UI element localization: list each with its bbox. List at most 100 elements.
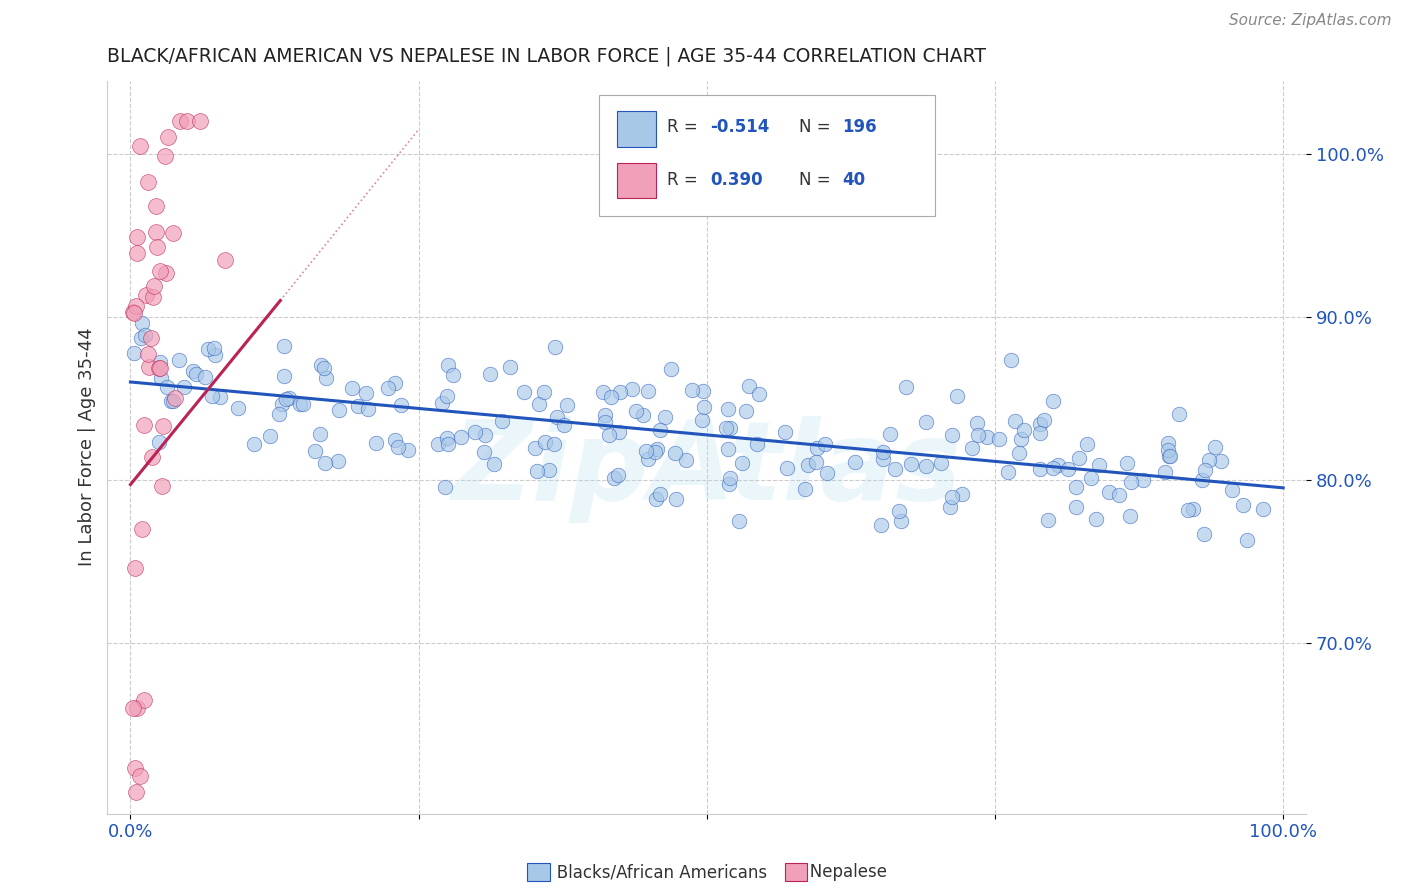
Point: [546, 409, 568, 424]
Point: [593, 408, 616, 422]
Point: [1177, 503, 1199, 517]
Point: [879, 427, 901, 442]
Point: [1154, 465, 1177, 479]
Point: [150, 478, 173, 492]
Point: [513, 385, 536, 400]
Point: [346, 399, 368, 413]
Point: [153, 149, 176, 163]
Point: [384, 433, 406, 447]
Point: [208, 390, 231, 404]
Point: [134, 418, 156, 433]
Point: [127, 700, 149, 714]
Point: [315, 371, 337, 385]
Point: [157, 129, 180, 144]
Point: [966, 417, 988, 431]
Point: [314, 361, 336, 376]
Point: [259, 429, 281, 443]
Point: [1080, 471, 1102, 485]
Point: [474, 428, 496, 442]
Point: [450, 430, 472, 444]
Point: [976, 430, 998, 444]
Point: [1064, 500, 1087, 514]
Point: [141, 450, 163, 464]
Point: [124, 346, 146, 360]
Point: [131, 316, 153, 330]
Point: [796, 458, 818, 473]
Point: [603, 471, 626, 485]
Point: [1010, 432, 1032, 446]
Point: [872, 444, 894, 458]
Point: [1157, 443, 1180, 458]
Point: [650, 487, 672, 501]
Point: [890, 514, 912, 528]
Point: [533, 385, 555, 400]
Point: [357, 401, 380, 416]
Point: [1008, 446, 1031, 460]
Point: [304, 443, 326, 458]
Point: [1033, 413, 1056, 427]
Point: [138, 347, 160, 361]
Point: [815, 467, 838, 481]
Point: [437, 436, 460, 450]
Point: [162, 226, 184, 240]
Point: [738, 379, 761, 393]
Point: [267, 407, 290, 421]
Point: [204, 348, 226, 362]
Point: [160, 394, 183, 409]
Point: [883, 462, 905, 476]
Point: [647, 442, 669, 457]
Point: [997, 465, 1019, 479]
Point: [396, 443, 419, 458]
Point: [491, 414, 513, 428]
Text: R =: R =: [668, 118, 703, 136]
Point: [152, 419, 174, 434]
Point: [1067, 450, 1090, 465]
FancyBboxPatch shape: [599, 95, 935, 216]
Point: [354, 385, 377, 400]
Point: [966, 428, 988, 442]
Point: [181, 364, 204, 378]
Point: [747, 437, 769, 451]
Point: [162, 394, 184, 409]
Point: [1157, 435, 1180, 450]
Point: [149, 263, 172, 277]
Point: [1064, 480, 1087, 494]
Point: [748, 386, 770, 401]
Point: [134, 328, 156, 343]
Point: [464, 425, 486, 440]
Point: [1029, 426, 1052, 441]
Point: [131, 522, 153, 536]
Point: [128, 769, 150, 783]
Text: 0.390: 0.390: [710, 170, 763, 188]
Text: Nepalese: Nepalese: [794, 863, 887, 881]
Point: [690, 413, 713, 427]
Point: [681, 383, 703, 397]
Point: [1098, 485, 1121, 500]
Point: [735, 404, 758, 418]
Point: [135, 288, 157, 302]
Point: [776, 461, 799, 475]
Point: [309, 358, 332, 372]
Point: [125, 785, 148, 799]
Text: N =: N =: [799, 118, 837, 136]
Point: [1191, 473, 1213, 487]
Point: [607, 425, 630, 440]
Point: [717, 401, 740, 416]
Point: [328, 403, 350, 417]
Point: [665, 491, 688, 506]
Point: [479, 368, 502, 382]
Point: [1004, 414, 1026, 428]
Point: [149, 361, 172, 376]
Point: [814, 436, 837, 450]
Text: BLACK/AFRICAN AMERICAN VS NEPALESE IN LABOR FORCE | AGE 35-44 CORRELATION CHART: BLACK/AFRICAN AMERICAN VS NEPALESE IN LA…: [107, 46, 987, 66]
Point: [598, 427, 620, 442]
Point: [929, 456, 952, 470]
Point: [543, 340, 565, 354]
Point: [155, 266, 177, 280]
Point: [714, 421, 737, 435]
Point: [592, 384, 614, 399]
Point: [364, 436, 387, 450]
Point: [142, 290, 165, 304]
Point: [529, 397, 551, 411]
Point: [887, 504, 910, 518]
